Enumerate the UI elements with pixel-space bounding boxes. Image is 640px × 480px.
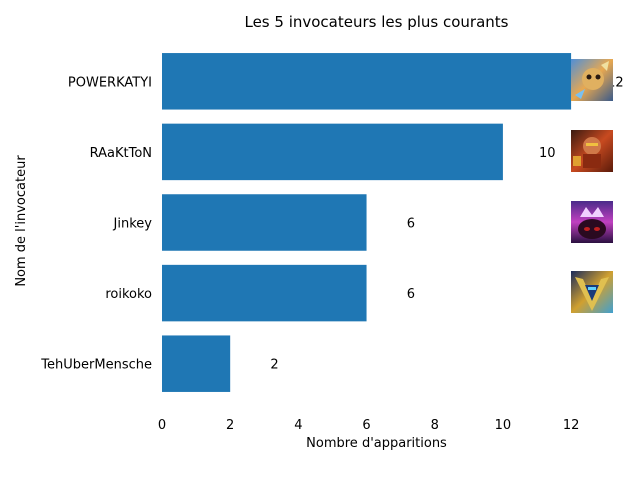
bar [162, 53, 572, 110]
bar-value-label: 10 [539, 146, 556, 161]
bar [162, 194, 367, 251]
x-ticks-group: 0 2 4 6 8 10 12 [158, 418, 580, 433]
bar [162, 123, 503, 181]
x-tick-label: 4 [294, 418, 302, 433]
bar-value-label: 2 [270, 358, 278, 373]
x-tick-label: 6 [362, 418, 370, 433]
category-label: RAaKtToN [90, 146, 152, 161]
category-label: Jinkey [113, 217, 153, 232]
category-label: roikoko [105, 287, 152, 302]
bars-group [162, 53, 572, 392]
champion-portrait-icon [571, 130, 613, 172]
chart-title: Les 5 invocateurs les plus courants [244, 13, 508, 31]
y-axis-label: Nom de l'invocateur [14, 155, 29, 287]
champion-portrait-icon [571, 59, 613, 101]
bar-value-label: 6 [407, 287, 415, 302]
icons-group [571, 59, 613, 313]
category-labels-group: POWERKATYI RAaKtToN Jinkey roikoko TehUberMe… [40, 75, 152, 372]
champion-portrait-icon [571, 201, 613, 243]
x-axis-label: Nombre d'apparitions [306, 436, 447, 451]
bar-value-label: 6 [407, 217, 415, 232]
x-tick-label: 12 [563, 418, 580, 433]
x-tick-label: 10 [495, 418, 512, 433]
x-tick-label: 8 [431, 418, 439, 433]
x-tick-label: 0 [158, 418, 166, 433]
bar [162, 335, 231, 392]
champion-portrait-icon [571, 271, 613, 313]
bar [162, 264, 367, 322]
category-label: POWERKATYI [68, 75, 152, 90]
category-label: TehUberMensche [40, 358, 152, 373]
x-tick-label: 2 [226, 418, 234, 433]
